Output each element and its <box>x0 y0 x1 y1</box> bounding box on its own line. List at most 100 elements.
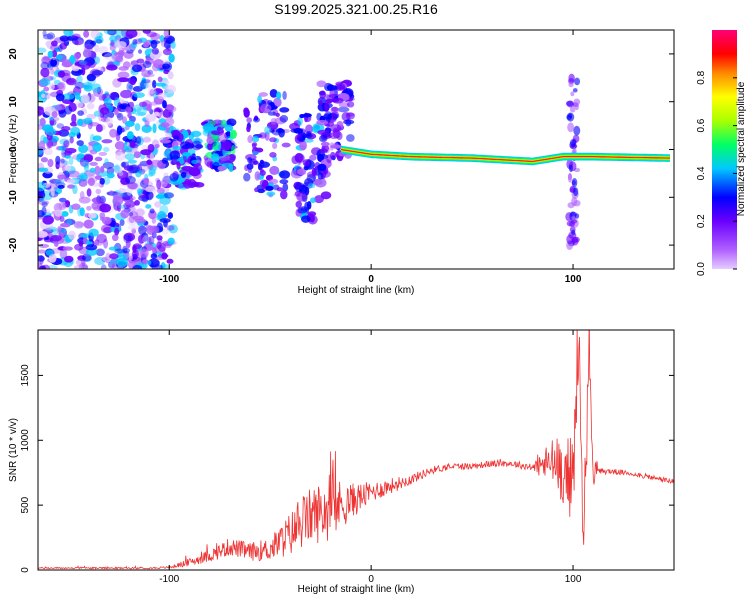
spectral-noise-blob <box>82 159 90 169</box>
spectrogram-x-axis-label: Height of straight line (km) <box>298 285 415 296</box>
spectral-noise-blob <box>64 255 74 263</box>
spectral-blob <box>259 179 268 187</box>
spectral-noise-blob <box>68 230 76 240</box>
spectral-noise-blob <box>134 123 141 131</box>
spectral-blob <box>281 142 291 148</box>
spectral-blob <box>302 159 310 167</box>
spectral-blob <box>311 167 317 177</box>
spectral-noise-blob <box>133 104 143 112</box>
spectral-blob <box>290 128 299 133</box>
spectral-blob <box>192 163 203 172</box>
spectral-noise-blob <box>78 178 88 187</box>
spectral-streak-blob <box>571 177 578 188</box>
spectral-noise-blob <box>39 197 45 203</box>
spectral-noise-blob <box>80 174 88 181</box>
spectral-noise-blob <box>55 103 66 111</box>
spectral-noise-blob <box>78 144 89 154</box>
spectral-noise-blob <box>138 234 145 244</box>
spectral-noise-blob <box>162 63 171 70</box>
spectral-blob <box>181 166 194 171</box>
spectral-noise-blob <box>77 118 84 127</box>
spectral-noise-blob <box>127 224 139 231</box>
spectral-noise-blob <box>166 225 175 231</box>
spectral-noise-blob <box>83 30 90 38</box>
snr-y-ticks: 0 500 1000 1500 <box>20 364 674 573</box>
spectral-noise-blob <box>143 41 150 48</box>
spectral-noise-blob <box>127 182 138 190</box>
spectral-noise-blob <box>64 150 72 156</box>
spectral-noise-blob <box>89 161 98 166</box>
spectral-blob <box>269 137 277 143</box>
spectral-noise-blob <box>159 204 169 215</box>
spectral-noise-blob <box>142 30 151 34</box>
spectral-noise-blob <box>128 253 133 261</box>
spectral-noise-blob <box>126 185 133 196</box>
spectral-noise-blob <box>71 33 81 39</box>
spectral-noise-blob <box>103 52 116 61</box>
spectral-blob <box>190 181 200 187</box>
spectral-noise-blob <box>131 64 143 73</box>
spectral-blob <box>218 132 227 142</box>
spectral-streak-blob <box>572 88 578 93</box>
snr-y-axis-label: SNR (10 * v/v) <box>8 418 19 482</box>
spectral-blob <box>282 90 287 100</box>
spectral-noise-blob <box>47 50 54 58</box>
spectral-noise-blob <box>109 35 118 43</box>
spectral-blob <box>324 102 330 112</box>
spectral-noise-blob <box>77 206 82 217</box>
spectral-noise-blob <box>124 153 136 161</box>
spectral-noise-blob <box>141 77 147 84</box>
spectral-blob <box>295 200 302 208</box>
spectral-noise-blob <box>152 123 157 134</box>
spectral-noise-blob <box>137 37 148 43</box>
spectral-noise-blob <box>163 39 171 50</box>
spectral-blob <box>258 161 270 168</box>
carrier-line-band <box>340 145 670 166</box>
spectral-noise-blob <box>47 140 54 149</box>
spectral-noise-blob <box>115 151 126 161</box>
spectral-blob <box>279 170 291 179</box>
spectral-noise-blob <box>162 100 167 109</box>
spectral-noise-blob <box>135 136 142 144</box>
spectral-noise-blob <box>56 123 65 129</box>
spectral-noise-blob <box>55 54 63 60</box>
spectral-blob <box>332 97 344 104</box>
spectral-noise-blob <box>46 140 52 150</box>
spectral-noise-blob <box>62 160 70 166</box>
spectral-streak-blob <box>573 98 581 106</box>
spectral-noise-blob <box>78 60 88 66</box>
spectral-noise-blob <box>92 142 103 152</box>
spectral-noise-blob <box>39 78 51 87</box>
colorbar: 0.0 0.2 0.4 0.6 0.8 Normalized spectral ampl… <box>696 30 747 276</box>
spectral-noise-blob <box>49 76 57 81</box>
spectral-noise-blob <box>109 128 118 138</box>
spectral-blob <box>252 150 260 156</box>
spectral-blob <box>216 126 222 132</box>
spectral-streak-blob <box>569 220 576 228</box>
spectral-noise-blob <box>113 60 120 66</box>
spectral-blob <box>265 185 274 191</box>
spectral-blob <box>217 165 227 172</box>
spectral-noise-blob <box>138 49 143 54</box>
spectral-noise-blob <box>162 192 174 199</box>
spectral-noise-blob <box>123 232 136 242</box>
spectral-noise-blob <box>129 195 136 201</box>
spectral-noise-blob <box>147 143 155 153</box>
spectral-noise-blob <box>71 65 80 72</box>
spectral-noise-blob <box>79 191 85 199</box>
spectral-noise-blob <box>67 170 80 178</box>
spectral-streak-blob <box>569 139 577 147</box>
spectral-streak-blob <box>567 202 575 209</box>
spectral-noise-blob <box>38 190 46 199</box>
spectral-noise-blob <box>42 215 54 225</box>
spectral-noise-blob <box>80 94 90 104</box>
spectrogram-y-ticks: -20 -10 0 10 20 <box>8 48 674 252</box>
spectral-noise-blob <box>87 177 95 186</box>
spectral-noise-blob <box>127 112 132 119</box>
spectral-noise-blob <box>147 172 154 177</box>
spectral-noise-blob <box>125 106 132 114</box>
spectral-noise-blob <box>99 203 112 213</box>
spectral-noise-blob <box>170 41 176 49</box>
spectral-noise-blob <box>166 258 174 264</box>
